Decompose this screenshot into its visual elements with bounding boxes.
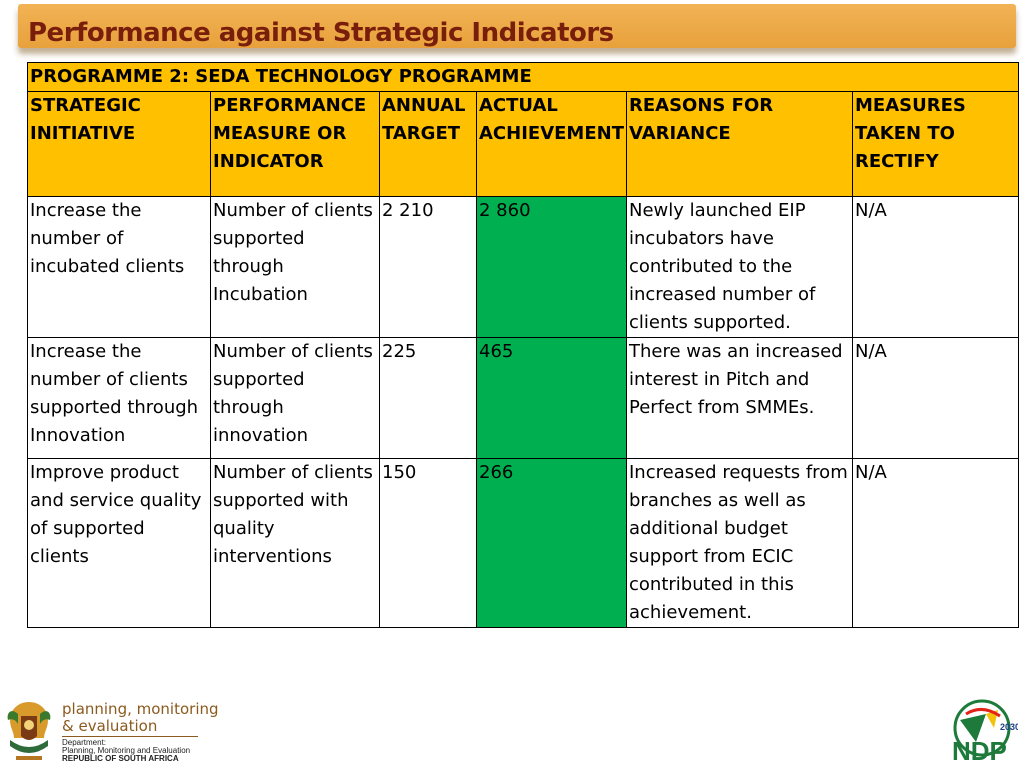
cell-target: 150 bbox=[379, 458, 477, 628]
cell-initiative: Increase the number of clients supported… bbox=[27, 337, 211, 459]
header-annual-target: ANNUAL TARGET bbox=[379, 91, 477, 197]
programme-title: PROGRAMME 2: SEDA TECHNOLOGY PROGRAMME bbox=[26, 62, 1020, 92]
cell-target: 2 210 bbox=[379, 196, 477, 338]
cell-measure: Number of clients supported through Incu… bbox=[210, 196, 380, 338]
ndp-2030-logo: 2030 NDP bbox=[952, 699, 1018, 764]
table-row: Increase the number of incubated clients… bbox=[27, 196, 1020, 338]
cell-measures: N/A bbox=[851, 196, 1020, 338]
programme-row: PROGRAMME 2: SEDA TECHNOLOGY PROGRAMME bbox=[26, 62, 1020, 92]
table-row: Increase the number of clients supported… bbox=[27, 337, 1020, 459]
header-reasons-for-variance: REASONS FOR VARIANCE bbox=[626, 91, 853, 197]
cell-actual: 2 860 bbox=[476, 196, 627, 338]
title-banner bbox=[18, 4, 1016, 48]
header-performance-measure: PERFORMANCE MEASURE OR INDICATOR bbox=[210, 91, 380, 197]
cell-reasons: Increased requests from branches as well… bbox=[626, 458, 853, 628]
cell-reasons: There was an increased interest in Pitch… bbox=[626, 337, 853, 459]
cell-reasons: Newly launched EIP incubators have contr… bbox=[626, 196, 853, 338]
ndp-wordmark: NDP bbox=[952, 736, 1007, 764]
cell-initiative: Improve product and service quality of s… bbox=[27, 458, 211, 628]
cell-measure: Number of clients supported through inno… bbox=[210, 337, 380, 459]
performance-table: PROGRAMME 2: SEDA TECHNOLOGY PROGRAMME S… bbox=[26, 62, 1020, 628]
cell-actual: 266 bbox=[476, 458, 627, 628]
cell-actual: 465 bbox=[476, 337, 627, 459]
page-title: Performance against Strategic Indicators bbox=[28, 18, 614, 48]
cell-target: 225 bbox=[379, 337, 477, 459]
country-name: REPUBLIC OF SOUTH AFRICA bbox=[62, 754, 179, 763]
cell-measures: N/A bbox=[851, 458, 1020, 628]
coat-of-arms-icon bbox=[7, 702, 51, 760]
department-name: Planning, Monitoring and Evaluation bbox=[62, 746, 191, 755]
header-row: STRATEGIC INITIATIVE PERFORMANCE MEASURE… bbox=[27, 91, 1020, 197]
cell-measures: N/A bbox=[851, 337, 1020, 459]
brand-line-1: planning, monitoring bbox=[62, 700, 219, 718]
brand-line-2: & evaluation bbox=[62, 717, 158, 735]
header-strategic-initiative: STRATEGIC INITIATIVE bbox=[27, 91, 211, 197]
header-actual-achievement: ACTUAL ACHIEVEMENT bbox=[476, 91, 627, 197]
header-measures-taken: MEASURES TAKEN TO RECTIFY bbox=[851, 91, 1020, 197]
cell-measure: Number of clients supported with quality… bbox=[210, 458, 380, 628]
department-label: Department: bbox=[62, 738, 107, 747]
ndp-year: 2030 bbox=[1000, 722, 1018, 732]
brand-divider bbox=[62, 736, 198, 737]
dpme-footer-logo: planning, monitoring & evaluation Depart… bbox=[4, 698, 219, 764]
cell-initiative: Increase the number of incubated clients bbox=[27, 196, 211, 338]
table-row: Improve product and service quality of s… bbox=[27, 458, 1020, 628]
